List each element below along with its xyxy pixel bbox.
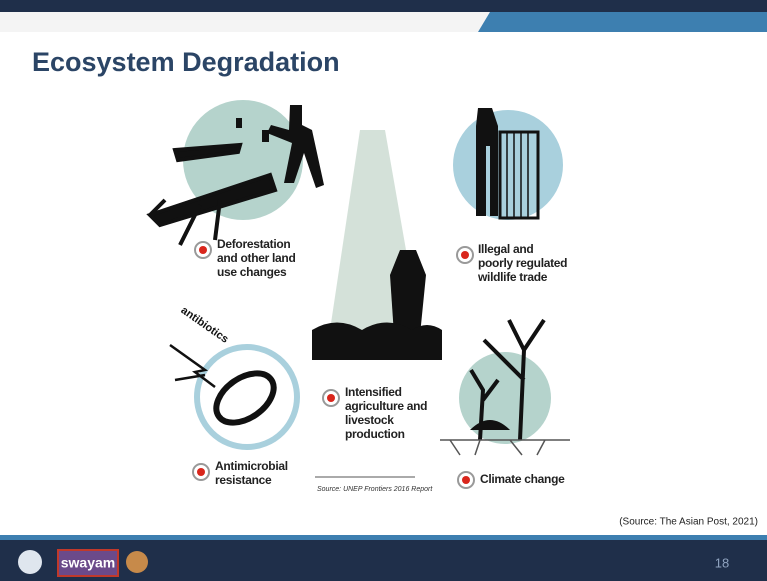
bottom-accent (0, 535, 767, 540)
circle (453, 110, 563, 220)
stump (262, 130, 269, 142)
page-number: 18 (715, 555, 729, 570)
item-label: resistance (215, 473, 272, 487)
logo-text: swayam (61, 555, 115, 571)
logo (126, 551, 148, 573)
stump (236, 118, 242, 128)
item-label: wildlife trade (477, 270, 548, 284)
item-label: Intensified (345, 385, 402, 399)
slide-source: (Source: The Asian Post, 2021) (619, 517, 758, 528)
item-label: agriculture and (345, 399, 427, 413)
item-label: Deforestation (217, 237, 290, 251)
item-label: Antimicrobial (215, 459, 288, 473)
chickens-silhouette (312, 323, 442, 361)
item-label: poorly regulated (478, 256, 567, 270)
slide: Ecosystem Degradation Source: UNEP Front… (0, 0, 767, 581)
logo (18, 550, 42, 574)
top-band (0, 12, 490, 32)
slide-title: Ecosystem Degradation (32, 47, 340, 77)
item-label: production (345, 427, 405, 441)
figure-source: Source: UNEP Frontiers 2016 Report (317, 486, 433, 493)
item-label: and other land (217, 251, 295, 265)
item-label: Illegal and (478, 242, 533, 256)
item-label: livestock (345, 413, 394, 427)
item-label: use changes (217, 265, 287, 279)
top-bar (0, 0, 767, 12)
farmer-silhouette (390, 250, 426, 335)
item-label: Climate change (480, 472, 565, 486)
circle (459, 352, 551, 444)
page: Ecosystem Degradation Source: UNEP Front… (0, 0, 767, 581)
